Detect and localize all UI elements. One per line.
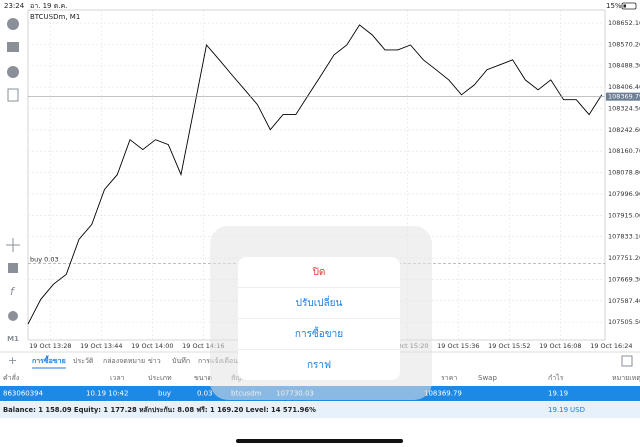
cell: buy bbox=[158, 390, 171, 398]
column-header: ประเภท bbox=[148, 374, 172, 382]
status-battery: 15% bbox=[606, 2, 622, 10]
tab[interactable]: การซื้อขาย bbox=[32, 354, 66, 365]
currency: USD bbox=[570, 406, 585, 414]
x-tick-label: 19 Oct 16:08 bbox=[539, 342, 581, 350]
chat-icon[interactable] bbox=[7, 66, 19, 78]
objects-icon[interactable] bbox=[8, 311, 18, 321]
y-tick-label: 107996.90 bbox=[608, 190, 640, 198]
function-icon[interactable]: f bbox=[10, 285, 16, 298]
summary-row bbox=[0, 402, 640, 418]
column-header: ราคา bbox=[441, 374, 457, 382]
column-header: คำสั่ง bbox=[3, 373, 19, 382]
y-tick-label: 108078.80 bbox=[608, 169, 640, 177]
sheet-action[interactable]: ปรับเปลี่ยน bbox=[296, 295, 343, 309]
current-price-box bbox=[606, 92, 640, 101]
y-tick-label: 108242.60 bbox=[608, 126, 640, 134]
trade-icon[interactable] bbox=[7, 42, 19, 52]
crosshair-icon[interactable] bbox=[6, 238, 20, 252]
battery-icon bbox=[621, 2, 637, 10]
column-header: กำไร bbox=[548, 373, 564, 382]
x-tick-label: 19 Oct 16:24 bbox=[590, 342, 632, 350]
y-tick-label: 108160.70 bbox=[608, 147, 640, 155]
home-indicator bbox=[236, 439, 403, 443]
cell: 19.19 bbox=[548, 390, 568, 398]
status-time: 23:24 bbox=[4, 2, 25, 10]
price-line bbox=[27, 24, 603, 325]
left-toolbar: f bbox=[6, 18, 20, 321]
cell: 863060394 bbox=[3, 390, 44, 398]
x-tick-label: 19 Oct 13:28 bbox=[29, 342, 71, 350]
battery-level bbox=[623, 4, 626, 8]
x-tick-label: 19 Oct 14:00 bbox=[131, 342, 173, 350]
panel-icon[interactable] bbox=[621, 355, 633, 367]
y-tick-label: 108570.20 bbox=[608, 40, 640, 48]
y-tick-label: 108406.40 bbox=[608, 83, 640, 91]
x-tick-label: 19 Oct 15:36 bbox=[437, 342, 479, 350]
chart-title: BTCUSDm, M1 bbox=[30, 13, 80, 21]
indicator-icon[interactable] bbox=[8, 263, 18, 273]
tab[interactable]: บันทึก bbox=[172, 356, 190, 365]
sheet-action[interactable]: การซื้อขาย bbox=[295, 326, 343, 340]
y-tick-label: 107833.10 bbox=[608, 233, 640, 241]
summary: Balance: 1 158.09 Equity: 1 177.28 หลักป… bbox=[3, 406, 316, 414]
cell: 10.19 10:42 bbox=[86, 390, 128, 398]
column-header: ขนาด bbox=[194, 374, 212, 382]
cell: 108369.79 bbox=[424, 390, 462, 398]
column-header: เวลา bbox=[110, 374, 125, 382]
order-label: buy 0.03 bbox=[30, 256, 59, 264]
y-tick-label: 107669.30 bbox=[608, 275, 640, 283]
tab[interactable]: ประวัติ bbox=[73, 357, 94, 365]
timeframe-button[interactable]: M1 bbox=[7, 335, 19, 343]
y-tick-label: 107751.20 bbox=[608, 254, 640, 262]
y-tick-label: 107915.00 bbox=[608, 211, 640, 219]
x-tick-label: 19 Oct 14:16 bbox=[182, 342, 224, 350]
y-tick-label: 107505.50 bbox=[608, 318, 640, 326]
column-header: หมายเหตุ bbox=[612, 374, 640, 382]
account-icon[interactable] bbox=[7, 18, 19, 30]
current-price-label: 108369.79 bbox=[608, 93, 640, 101]
total-profit: 19.19 bbox=[548, 406, 568, 414]
y-tick-label: 108324.50 bbox=[608, 104, 640, 112]
status-date: อา. 19 ต.ค. bbox=[30, 2, 67, 10]
x-tick-label: 19 Oct 15:52 bbox=[488, 342, 530, 350]
tab[interactable]: กล่องจดหมาย bbox=[103, 357, 145, 365]
new-order-icon[interactable] bbox=[7, 88, 19, 102]
y-tick-label: 107587.40 bbox=[608, 297, 640, 305]
sheet-action[interactable]: กราฟ bbox=[307, 360, 331, 371]
column-header: Swap bbox=[478, 374, 497, 382]
x-tick-label: 19 Oct 13:44 bbox=[80, 342, 122, 350]
cell: 0.03 bbox=[197, 390, 213, 398]
y-tick-label: 108652.10 bbox=[608, 19, 640, 27]
tab[interactable]: ข่าว bbox=[148, 357, 161, 365]
add-button[interactable]: + bbox=[8, 354, 17, 367]
sheet-action[interactable]: ปิด bbox=[312, 267, 325, 278]
y-tick-label: 108488.30 bbox=[608, 62, 640, 70]
